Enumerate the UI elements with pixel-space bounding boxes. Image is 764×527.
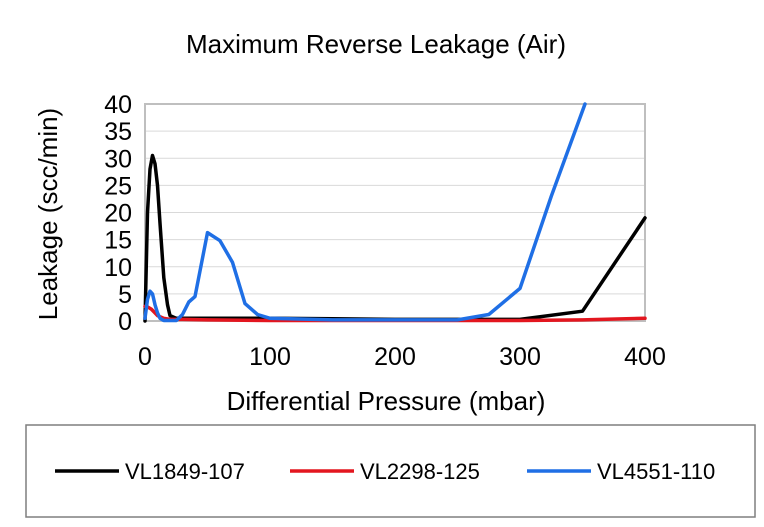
legend-label: VL4551-110 [597,459,715,484]
y-tick-label: 20 [104,200,132,228]
series-line-vl4551-110 [143,102,587,323]
y-tick-label: 40 [104,91,132,119]
series-lines [143,102,647,323]
x-axis-ticks: 0 100 200 300 400 [138,343,666,371]
legend-label: VL2298-125 [360,459,480,484]
chart-title: Maximum Reverse Leakage (Air) [186,29,566,59]
series-line-vl2298-125 [143,304,647,323]
y-tick-label: 5 [118,281,132,309]
x-tick-label: 100 [249,343,291,371]
y-tick-label: 10 [104,254,132,282]
y-tick-label: 0 [118,308,132,336]
y-axis-label: Leakage (scc/min) [33,108,63,320]
y-tick-label: 30 [104,145,132,173]
grid-lines [145,103,645,322]
y-tick-label: 25 [104,172,132,200]
legend: VL1849-107 VL2298-125 VL4551-110 [55,459,715,484]
legend-label: VL1849-107 [125,459,245,484]
x-tick-label: 200 [374,343,416,371]
x-tick-label: 400 [624,343,666,371]
x-axis-label: Differential Pressure (mbar) [227,386,546,416]
legend-box [25,424,756,518]
x-tick-label: 0 [138,343,152,371]
y-tick-label: 35 [104,118,132,146]
y-tick-label: 15 [104,227,132,255]
series-line-vl1849-107 [143,153,647,323]
x-tick-label: 300 [499,343,541,371]
